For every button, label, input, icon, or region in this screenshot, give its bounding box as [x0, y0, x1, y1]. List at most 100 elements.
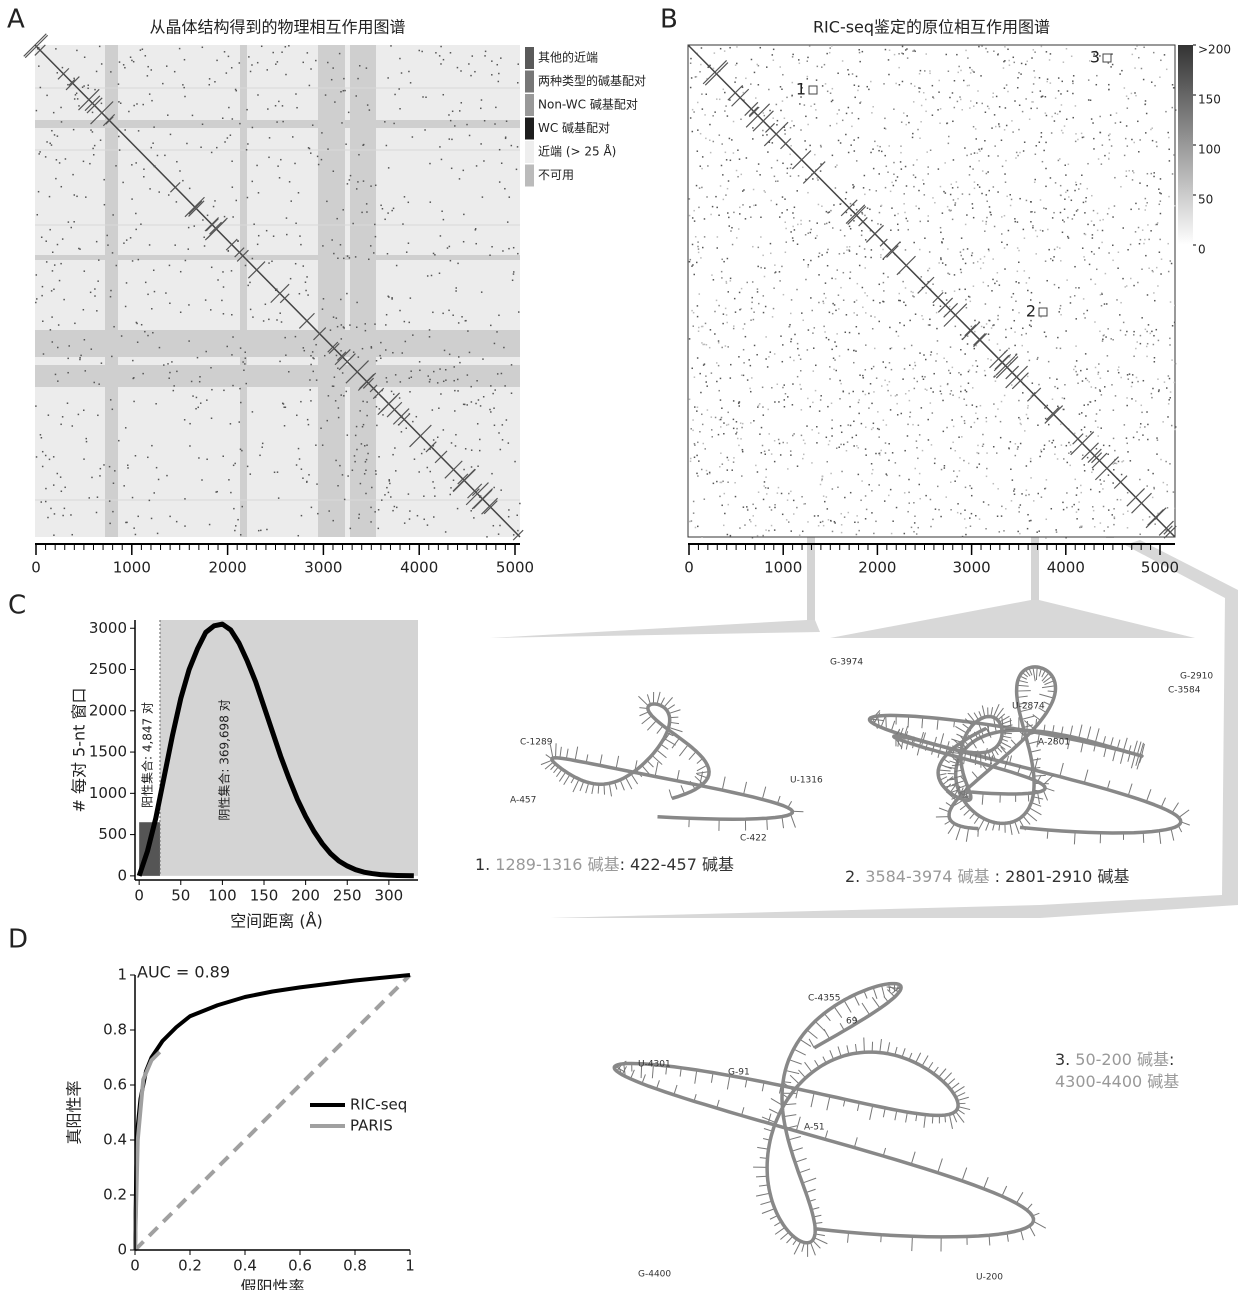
contact: [1012, 131, 1014, 133]
contact: [802, 259, 805, 261]
contact: [1013, 490, 1015, 492]
contact: [976, 365, 979, 367]
contact: [507, 515, 510, 518]
contact: [824, 500, 826, 503]
contact: [1025, 465, 1028, 467]
contact: [1105, 336, 1107, 338]
contact: [807, 56, 809, 59]
contact: [806, 425, 808, 427]
contact: [1007, 90, 1009, 93]
contact: [910, 526, 913, 529]
contact: [1009, 193, 1011, 196]
legend-swatch: [525, 117, 534, 140]
contact: [326, 200, 328, 203]
contact: [974, 319, 976, 322]
caption: 2. 3584-3974 碱基 : 2801-2910 碱基: [845, 867, 1129, 886]
contact: [796, 375, 799, 378]
contact: [913, 49, 916, 52]
contact: [306, 52, 309, 54]
contact: [930, 525, 932, 528]
contact: [1047, 423, 1050, 426]
contact: [45, 487, 47, 490]
contact: [953, 274, 956, 276]
contact: [1174, 362, 1177, 365]
contact: [951, 218, 954, 221]
contact: [757, 246, 760, 249]
contact: [442, 218, 445, 221]
contact: [723, 492, 726, 495]
contact: [981, 170, 984, 172]
contact: [884, 48, 887, 51]
contact: [703, 343, 706, 346]
base: [544, 761, 554, 770]
contact: [690, 520, 693, 522]
contact: [517, 252, 519, 255]
base: [843, 999, 852, 1013]
contact: [312, 357, 314, 359]
contact: [930, 351, 933, 353]
base: [1001, 728, 1015, 731]
contact: [1045, 207, 1047, 210]
contact: [988, 206, 991, 208]
contact: [390, 390, 393, 393]
base: [790, 814, 796, 828]
base: [916, 740, 922, 756]
contact: [725, 424, 728, 426]
contact: [1040, 449, 1042, 451]
contact: [987, 333, 990, 335]
contact: [332, 385, 335, 388]
contact: [903, 203, 905, 205]
contact: [1147, 324, 1150, 326]
contact: [919, 352, 921, 354]
contact: [692, 325, 695, 327]
contact: [904, 249, 907, 251]
contact: [872, 365, 875, 368]
contact: [1156, 453, 1158, 455]
contact: [190, 380, 193, 383]
contact: [455, 433, 457, 436]
contact: [210, 151, 213, 154]
contact: [949, 96, 951, 99]
contact: [903, 324, 905, 327]
contact: [433, 370, 435, 373]
contact: [779, 454, 782, 456]
contact: [1064, 384, 1066, 386]
contact: [758, 403, 761, 405]
contact: [729, 46, 731, 49]
contact: [118, 101, 120, 103]
helix-mark: [225, 238, 238, 251]
contact: [997, 488, 999, 490]
contact: [1005, 508, 1007, 510]
contact: [798, 534, 801, 536]
contact: [1012, 292, 1015, 295]
contact: [957, 197, 959, 200]
contact: [766, 134, 768, 136]
contact: [124, 427, 127, 429]
contact: [940, 231, 942, 234]
contact: [155, 403, 157, 405]
contact: [1153, 356, 1156, 359]
contact: [392, 453, 394, 456]
contact: [436, 436, 439, 438]
contact: [856, 282, 859, 285]
contact: [942, 399, 944, 402]
contact: [708, 139, 711, 142]
contact: [693, 442, 696, 445]
contact: [796, 342, 799, 345]
contact: [308, 474, 310, 476]
contact: [1031, 382, 1034, 384]
contact: [1084, 233, 1087, 236]
contact: [458, 356, 460, 358]
base: [957, 1106, 971, 1111]
contact: [874, 316, 876, 318]
contact: [764, 191, 767, 193]
contact: [873, 391, 875, 393]
contact: [50, 507, 52, 510]
distance-curve: [136, 621, 414, 879]
contact: [1019, 532, 1021, 535]
contact: [800, 434, 803, 437]
contact: [1083, 470, 1086, 472]
contact: [970, 254, 973, 257]
contact: [1045, 114, 1048, 117]
contact: [1077, 382, 1079, 385]
